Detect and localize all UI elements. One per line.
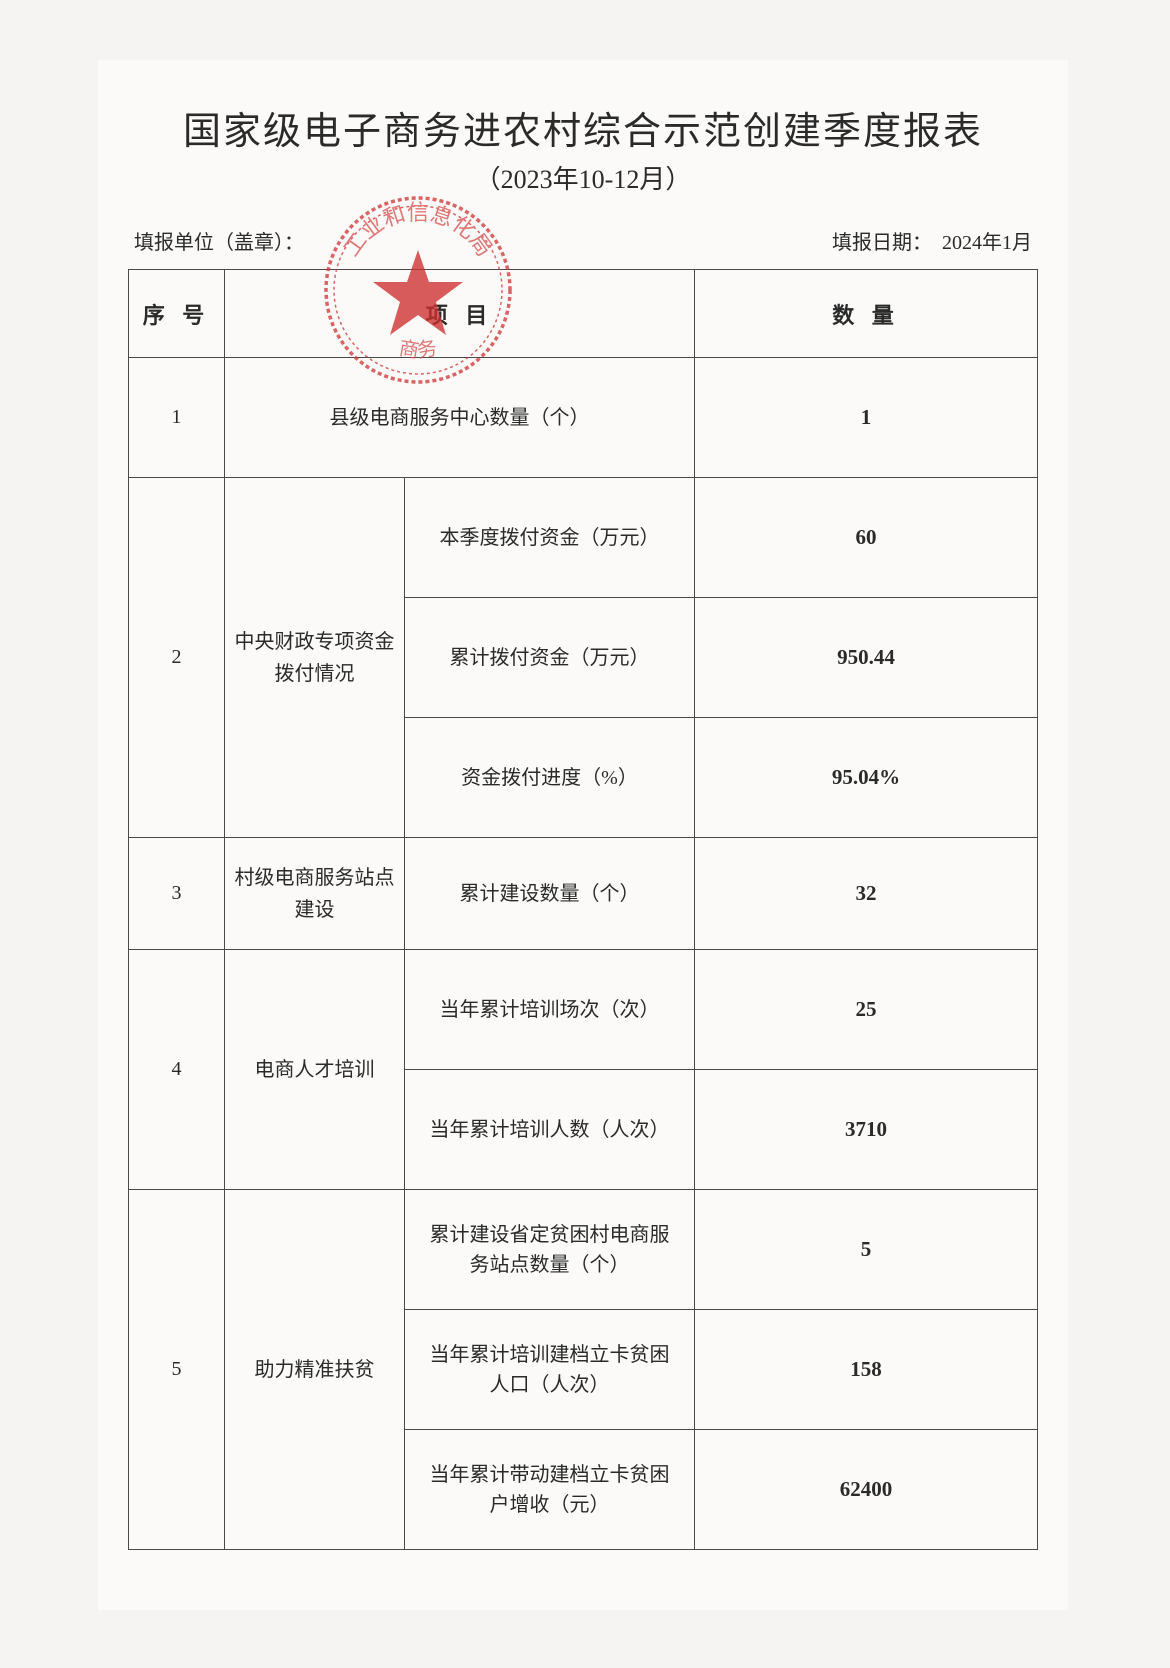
table-row: 3 村级电商服务站点建设 累计建设数量（个） 32 xyxy=(129,838,1038,950)
report-date-value: 2024年1月 xyxy=(942,232,1032,254)
table-header-row: 序 号 项 目 数 量 xyxy=(129,270,1038,358)
document-title: 国家级电子商务进农村综合示范创建季度报表 xyxy=(128,100,1038,155)
seq-cell: 3 xyxy=(129,838,225,950)
report-date-label: 填报日期： xyxy=(832,232,932,254)
item-cell: 当年累计培训人数（人次） xyxy=(405,1070,695,1190)
category-text: 村级电商服务站点建设 xyxy=(235,867,395,921)
seq-cell: 5 xyxy=(129,1190,225,1550)
header-quantity: 数 量 xyxy=(695,270,1038,358)
category-cell: 村级电商服务站点建设 xyxy=(225,838,405,950)
table-row: 4 电商人才培训 当年累计培训场次（次） 25 xyxy=(129,950,1038,1070)
item-cell: 累计建设省定贫困村电商服务站点数量（个） xyxy=(405,1190,695,1310)
meta-row: 填报单位（盖章）： 填报日期： 2024年1月 xyxy=(128,226,1038,255)
value-cell: 158 xyxy=(695,1310,1038,1430)
seq-cell: 4 xyxy=(129,950,225,1190)
value-cell: 32 xyxy=(695,838,1038,950)
header-seq: 序 号 xyxy=(129,270,225,358)
item-cell: 当年累计培训建档立卡贫困人口（人次） xyxy=(405,1310,695,1430)
document-page: 国家级电子商务进农村综合示范创建季度报表 （2023年10-12月） 填报单位（… xyxy=(98,60,1068,1610)
report-table: 序 号 项 目 数 量 1 县级电商服务中心数量（个） 1 2 中央财政专项资金… xyxy=(128,269,1038,1550)
value-cell: 25 xyxy=(695,950,1038,1070)
report-date: 填报日期： 2024年1月 xyxy=(832,226,1032,255)
category-text: 电商人才培训 xyxy=(255,1059,375,1081)
category-cell: 电商人才培训 xyxy=(225,950,405,1190)
table-row: 5 助力精准扶贫 累计建设省定贫困村电商服务站点数量（个） 5 xyxy=(129,1190,1038,1310)
category-text: 助力精准扶贫 xyxy=(255,1359,375,1381)
reporting-unit-label: 填报单位（盖章）： xyxy=(134,226,304,255)
header-project: 项 目 xyxy=(225,270,695,358)
value-cell: 3710 xyxy=(695,1070,1038,1190)
value-cell: 1 xyxy=(695,358,1038,478)
value-cell: 950.44 xyxy=(695,598,1038,718)
value-cell: 62400 xyxy=(695,1430,1038,1550)
item-cell: 本季度拨付资金（万元） xyxy=(405,478,695,598)
item-cell: 当年累计带动建档立卡贫困户增收（元） xyxy=(405,1430,695,1550)
category-text: 中央财政专项资金拨付情况 xyxy=(235,631,395,685)
item-cell: 累计建设数量（个） xyxy=(405,838,695,950)
seq-cell: 2 xyxy=(129,478,225,838)
document-subtitle: （2023年10-12月） xyxy=(128,159,1038,196)
category-cell: 助力精准扶贫 xyxy=(225,1190,405,1550)
value-cell: 95.04% xyxy=(695,718,1038,838)
item-cell: 当年累计培训场次（次） xyxy=(405,950,695,1070)
item-cell: 资金拨付进度（%） xyxy=(405,718,695,838)
seq-cell: 1 xyxy=(129,358,225,478)
value-cell: 5 xyxy=(695,1190,1038,1310)
value-cell: 60 xyxy=(695,478,1038,598)
item-cell: 县级电商服务中心数量（个） xyxy=(225,358,695,478)
item-cell: 累计拨付资金（万元） xyxy=(405,598,695,718)
category-cell: 中央财政专项资金拨付情况 xyxy=(225,478,405,838)
table-row: 1 县级电商服务中心数量（个） 1 xyxy=(129,358,1038,478)
table-row: 2 中央财政专项资金拨付情况 本季度拨付资金（万元） 60 xyxy=(129,478,1038,598)
